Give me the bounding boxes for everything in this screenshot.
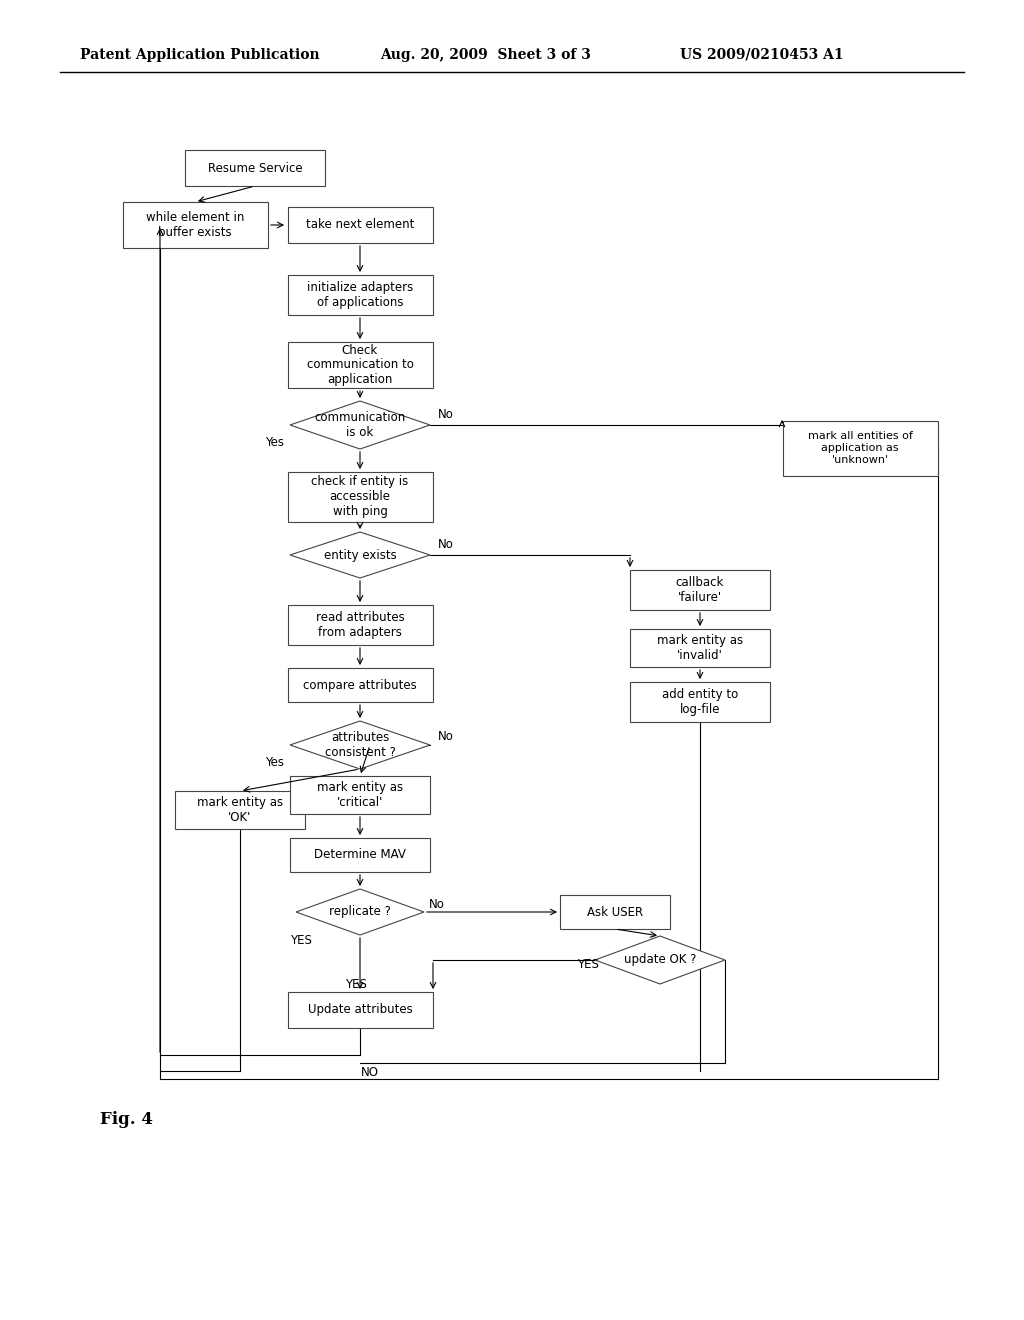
Text: No: No bbox=[438, 408, 454, 421]
Text: communication
is ok: communication is ok bbox=[314, 411, 406, 440]
Text: Aug. 20, 2009  Sheet 3 of 3: Aug. 20, 2009 Sheet 3 of 3 bbox=[380, 48, 591, 62]
Text: take next element: take next element bbox=[306, 219, 414, 231]
Text: Determine MAV: Determine MAV bbox=[314, 849, 406, 862]
Text: Fig. 4: Fig. 4 bbox=[100, 1111, 153, 1129]
Bar bbox=[185, 150, 325, 186]
Text: attributes
consistent ?: attributes consistent ? bbox=[325, 731, 395, 759]
Text: YES: YES bbox=[345, 978, 367, 991]
Text: Yes: Yes bbox=[265, 437, 284, 450]
Text: initialize adapters
of applications: initialize adapters of applications bbox=[307, 281, 413, 309]
Text: mark entity as
'OK': mark entity as 'OK' bbox=[197, 796, 283, 824]
Text: Resume Service: Resume Service bbox=[208, 161, 302, 174]
Bar bbox=[288, 605, 432, 645]
Text: US 2009/0210453 A1: US 2009/0210453 A1 bbox=[680, 48, 844, 62]
Polygon shape bbox=[290, 532, 430, 578]
Text: mark all entities of
application as
'unknown': mark all entities of application as 'unk… bbox=[808, 432, 912, 465]
Text: mark entity as
'critical': mark entity as 'critical' bbox=[317, 781, 403, 809]
Text: No: No bbox=[429, 898, 444, 911]
Bar bbox=[288, 668, 432, 702]
Bar bbox=[288, 207, 432, 243]
Bar bbox=[288, 993, 432, 1028]
Polygon shape bbox=[290, 721, 430, 770]
Text: replicate ?: replicate ? bbox=[329, 906, 391, 919]
Polygon shape bbox=[296, 888, 424, 935]
Text: YES: YES bbox=[290, 933, 312, 946]
Text: compare attributes: compare attributes bbox=[303, 678, 417, 692]
Text: Update attributes: Update attributes bbox=[307, 1003, 413, 1016]
Bar bbox=[630, 630, 770, 667]
Text: mark entity as
'invalid': mark entity as 'invalid' bbox=[657, 634, 743, 663]
Bar bbox=[288, 275, 432, 315]
Text: while element in
buffer exists: while element in buffer exists bbox=[145, 211, 244, 239]
Bar bbox=[290, 838, 430, 873]
Bar bbox=[290, 776, 430, 814]
Text: Yes: Yes bbox=[265, 756, 284, 770]
Text: entity exists: entity exists bbox=[324, 549, 396, 561]
Polygon shape bbox=[595, 936, 725, 983]
Text: read attributes
from adapters: read attributes from adapters bbox=[315, 611, 404, 639]
Text: Patent Application Publication: Patent Application Publication bbox=[80, 48, 319, 62]
Text: No: No bbox=[438, 539, 454, 552]
Bar bbox=[288, 473, 432, 521]
Bar bbox=[782, 421, 938, 475]
Bar bbox=[560, 895, 670, 929]
Text: YES: YES bbox=[577, 958, 599, 972]
Bar bbox=[288, 342, 432, 388]
Polygon shape bbox=[290, 401, 430, 449]
Bar bbox=[630, 682, 770, 722]
Bar bbox=[630, 570, 770, 610]
Text: Check
communication to
application: Check communication to application bbox=[306, 343, 414, 387]
Text: Ask USER: Ask USER bbox=[587, 906, 643, 919]
Text: NO: NO bbox=[361, 1067, 379, 1080]
Text: No: No bbox=[438, 730, 454, 743]
Text: callback
'failure': callback 'failure' bbox=[676, 576, 724, 605]
Text: update OK ?: update OK ? bbox=[624, 953, 696, 966]
Bar bbox=[123, 202, 267, 248]
Text: check if entity is
accessible
with ping: check if entity is accessible with ping bbox=[311, 475, 409, 519]
Text: add entity to
log-file: add entity to log-file bbox=[662, 688, 738, 715]
Bar bbox=[175, 791, 305, 829]
